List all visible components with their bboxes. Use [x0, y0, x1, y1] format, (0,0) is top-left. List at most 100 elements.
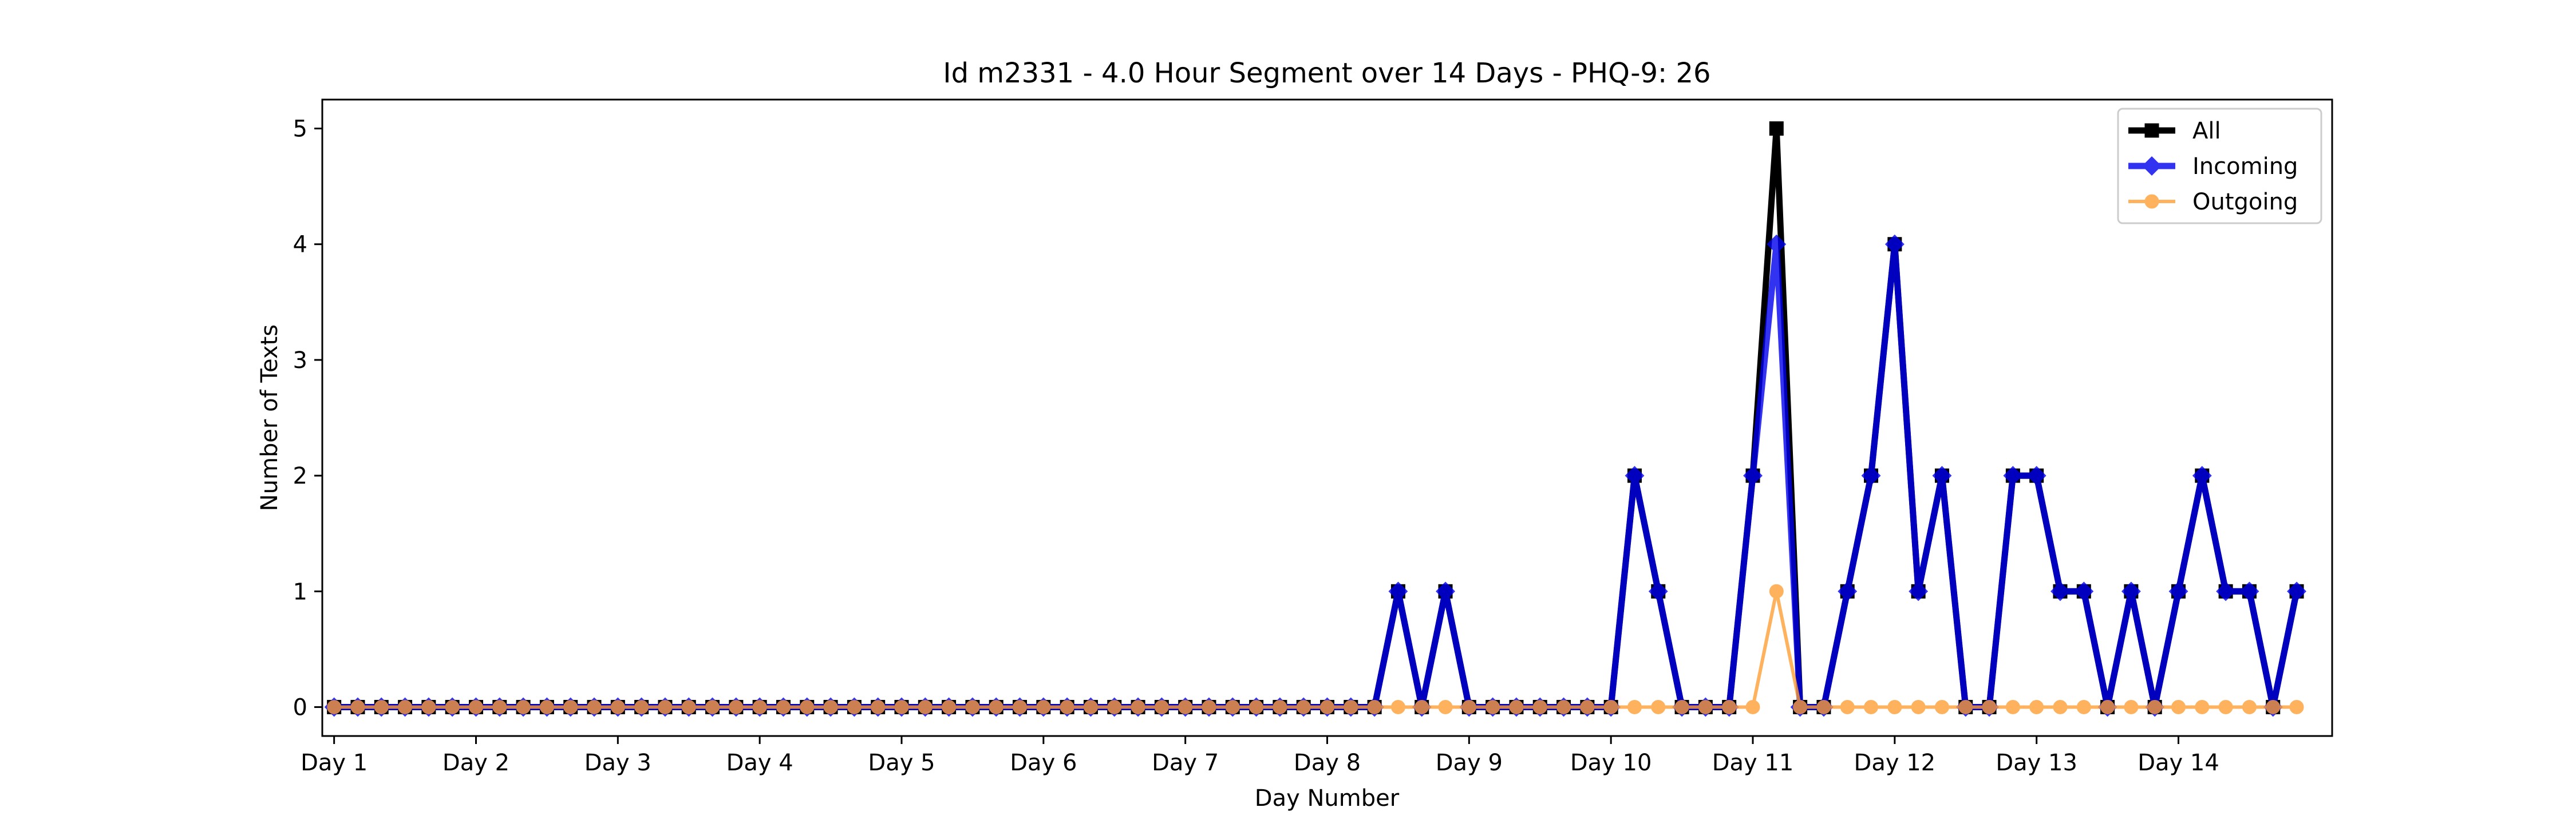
- data-point-outgoing: [445, 699, 460, 714]
- data-point-outgoing: [705, 699, 720, 714]
- plot-area: [324, 121, 2306, 717]
- data-point-outgoing: [658, 699, 673, 714]
- y-tick-label: 3: [293, 347, 307, 374]
- x-tick-label: Day 3: [584, 750, 651, 776]
- data-point-outgoing: [729, 699, 744, 714]
- series-all: [327, 121, 2304, 714]
- legend-swatch-marker: [2144, 194, 2159, 209]
- data-point-outgoing: [1461, 699, 1476, 714]
- series-line-all: [334, 125, 2300, 710]
- data-point-incoming: [2121, 581, 2141, 602]
- data-point-outgoing: [516, 699, 531, 714]
- x-tick-label: Day 14: [2138, 750, 2219, 776]
- x-tick-label: Day 6: [1010, 750, 1077, 776]
- data-point-outgoing: [1273, 699, 1287, 714]
- data-point-outgoing: [1083, 699, 1098, 714]
- data-point-outgoing: [1344, 699, 1358, 714]
- data-point-outgoing: [752, 699, 767, 714]
- data-point-incoming: [1884, 234, 1905, 254]
- data-point-outgoing: [350, 699, 365, 714]
- data-point-outgoing: [1793, 699, 1808, 714]
- legend-label: Incoming: [2192, 153, 2298, 180]
- legend-entry-incoming: [2128, 156, 2175, 176]
- data-point-outgoing: [374, 699, 389, 714]
- data-point-outgoing: [2100, 699, 2115, 714]
- data-point-incoming: [1625, 466, 1645, 486]
- data-point-outgoing: [634, 699, 649, 714]
- data-point-outgoing: [1320, 699, 1334, 714]
- x-tick-label: Day 12: [1854, 750, 1936, 776]
- x-tick-label: Day 13: [1996, 750, 2077, 776]
- data-point-outgoing: [468, 699, 483, 714]
- data-point-outgoing: [1769, 584, 1784, 599]
- data-point-outgoing: [1722, 699, 1737, 714]
- data-point-incoming: [2192, 466, 2212, 486]
- data-point-outgoing: [1438, 699, 1453, 714]
- data-point-outgoing: [1131, 699, 1145, 714]
- data-point-outgoing: [1698, 699, 1713, 714]
- data-point-outgoing: [1556, 699, 1571, 714]
- data-point-outgoing: [2289, 699, 2304, 714]
- data-point-outgoing: [1296, 699, 1311, 714]
- data-point-outgoing: [1036, 699, 1051, 714]
- data-point-all: [1769, 121, 1784, 136]
- data-point-outgoing: [1603, 699, 1618, 714]
- data-point-outgoing: [398, 699, 413, 714]
- data-point-incoming: [2003, 466, 2023, 486]
- chart-title: Id m2331 - 4.0 Hour Segment over 14 Days…: [943, 57, 1710, 89]
- data-point-outgoing: [847, 699, 862, 714]
- legend: All Incoming Outgoing: [2117, 108, 2322, 224]
- x-tick-label: Day 2: [442, 750, 509, 776]
- x-tick-label: Day 11: [1712, 750, 1794, 776]
- y-tick-label: 2: [293, 463, 307, 489]
- x-axis: Day 1 Day 2 Day 3 Day 4 Day 5 Day 6 Day 7 Day 8…: [301, 736, 2219, 776]
- data-point-outgoing: [1887, 699, 1902, 714]
- data-point-incoming: [1909, 581, 1929, 602]
- data-point-outgoing: [1982, 699, 1997, 714]
- data-point-outgoing: [1745, 699, 1760, 714]
- data-point-outgoing: [1013, 699, 1028, 714]
- data-point-incoming: [1743, 466, 1763, 486]
- data-point-incoming: [1388, 581, 1408, 602]
- data-point-outgoing: [1390, 699, 1405, 714]
- data-point-outgoing: [1958, 699, 1973, 714]
- data-point-outgoing: [965, 699, 980, 714]
- data-point-outgoing: [1225, 699, 1240, 714]
- data-point-incoming: [2026, 466, 2046, 486]
- data-point-outgoing: [1509, 699, 1524, 714]
- data-point-incoming: [2287, 581, 2306, 602]
- data-point-outgoing: [1674, 699, 1689, 714]
- data-point-outgoing: [539, 699, 554, 714]
- data-point-outgoing: [2029, 699, 2044, 714]
- x-axis-label: Day Number: [1255, 785, 1400, 812]
- legend-label: All: [2192, 118, 2221, 144]
- y-axis-label: Number of Texts: [256, 325, 283, 511]
- x-tick-label: Day 10: [1570, 750, 1652, 776]
- data-point-outgoing: [2195, 699, 2210, 714]
- data-point-outgoing: [2171, 699, 2186, 714]
- data-point-incoming: [1767, 234, 1787, 254]
- data-point-outgoing: [327, 699, 342, 714]
- x-tick-label: Day 8: [1294, 750, 1361, 776]
- data-point-outgoing: [2076, 699, 2091, 714]
- data-point-outgoing: [1415, 699, 1429, 714]
- y-tick-label: 4: [293, 232, 307, 258]
- legend-label: Outgoing: [2192, 189, 2298, 215]
- data-point-incoming: [1648, 581, 1668, 602]
- data-point-outgoing: [894, 699, 909, 714]
- data-point-outgoing: [1178, 699, 1193, 714]
- data-point-outgoing: [871, 699, 886, 714]
- legend-entry-all: [2128, 123, 2175, 138]
- data-point-outgoing: [1816, 699, 1831, 714]
- data-point-outgoing: [918, 699, 933, 714]
- data-point-outgoing: [1249, 699, 1264, 714]
- data-point-outgoing: [421, 699, 436, 714]
- data-point-outgoing: [1840, 699, 1855, 714]
- data-point-outgoing: [776, 699, 791, 714]
- legend-entry-outgoing: [2128, 194, 2175, 209]
- data-point-incoming: [2239, 581, 2259, 602]
- data-point-outgoing: [2053, 699, 2068, 714]
- data-point-outgoing: [823, 699, 838, 714]
- data-point-outgoing: [2266, 699, 2281, 714]
